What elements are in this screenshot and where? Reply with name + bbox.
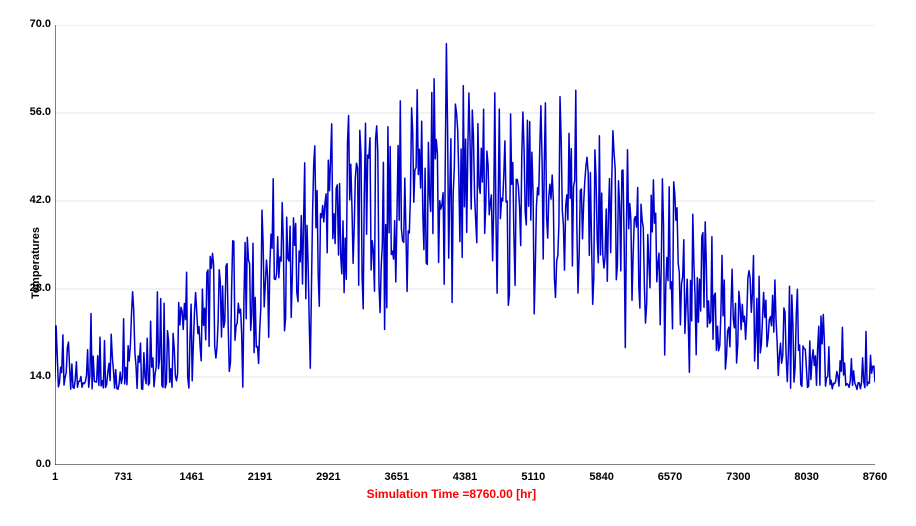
temperature-chart: Temperatures 0.014.028.042.056.070.0 173… <box>0 0 916 526</box>
y-tick-label: 14.0 <box>21 370 51 382</box>
x-tick-label: 8760 <box>863 471 887 483</box>
x-tick-label: 4381 <box>453 471 477 483</box>
x-axis-label: Simulation Time =8760.00 [hr] <box>367 487 537 501</box>
x-tick-label: 2191 <box>248 471 272 483</box>
x-tick-label: 1461 <box>179 471 203 483</box>
x-tick-label: 7300 <box>726 471 750 483</box>
x-tick-label: 3651 <box>384 471 408 483</box>
x-tick-label: 2921 <box>316 471 340 483</box>
y-tick-label: 56.0 <box>21 106 51 118</box>
x-tick-label: 5110 <box>521 471 545 483</box>
x-tick-label: 1 <box>52 471 58 483</box>
x-tick-label: 731 <box>114 471 132 483</box>
y-tick-label: 42.0 <box>21 194 51 206</box>
y-tick-label: 70.0 <box>21 18 51 30</box>
x-tick-label: 8030 <box>794 471 818 483</box>
x-tick-label: 5840 <box>589 471 613 483</box>
y-tick-label: 28.0 <box>21 282 51 294</box>
y-tick-label: 0.0 <box>21 458 51 470</box>
x-tick-label: 6570 <box>658 471 682 483</box>
plot-area <box>55 25 875 465</box>
